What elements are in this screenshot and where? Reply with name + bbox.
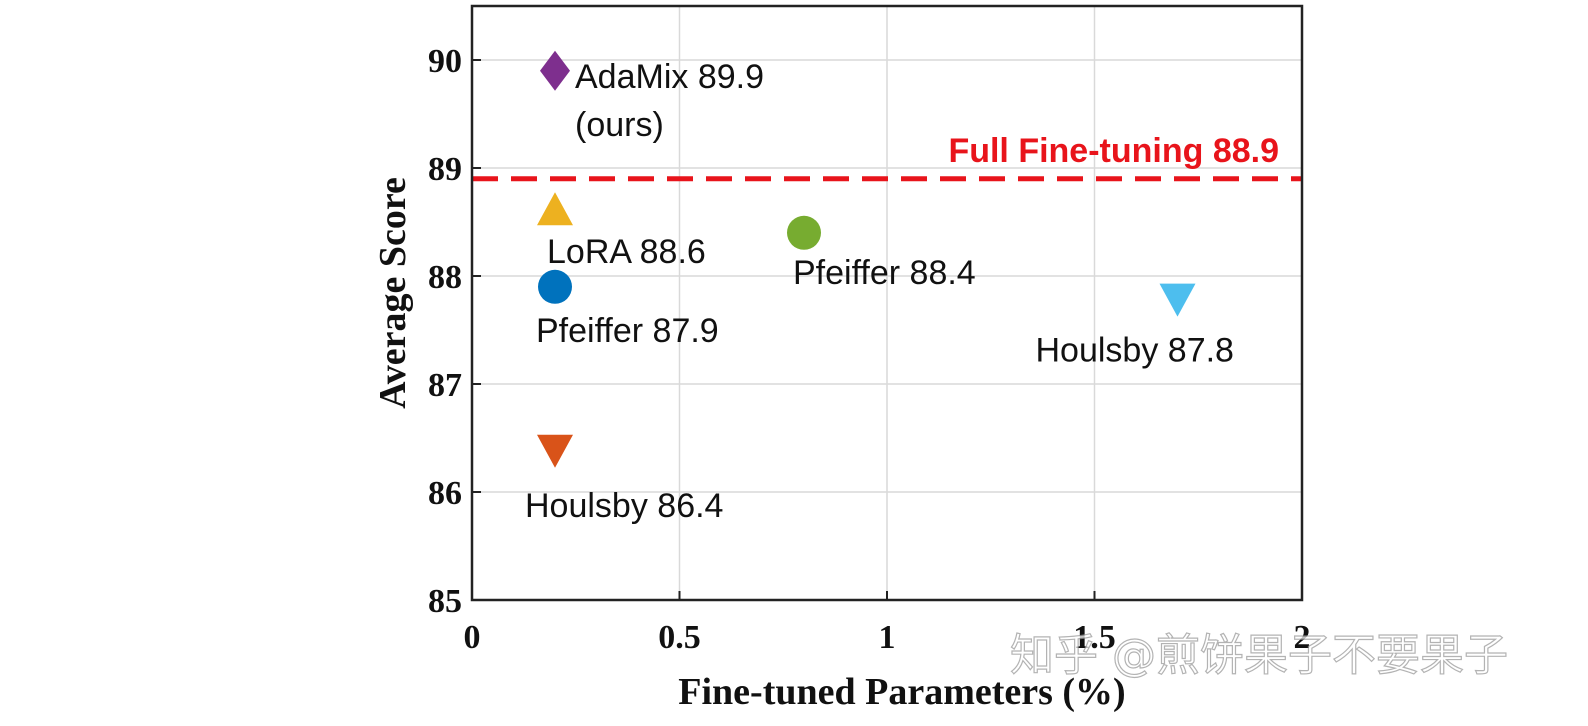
x-tick-label-0: 0 [464, 619, 481, 656]
x-tick-label-1: 0.5 [658, 619, 701, 656]
y-tick-label-1: 86 [428, 475, 462, 512]
x-tick-label-2: 1 [879, 619, 896, 656]
plot-frame [470, 4, 1304, 602]
point-1-lora-marker [537, 192, 573, 226]
x-tick-label-3: 1.5 [1073, 619, 1116, 656]
point-0-adamix-marker [540, 50, 570, 91]
full-fine-tuning-label: Full Fine-tuning 88.9 [948, 132, 1279, 170]
point-0-adamix-label: AdaMix 89.9 [575, 58, 764, 96]
point-0-adamix-sublabel: (ours) [575, 106, 664, 144]
y-axis-label: Average Score [372, 177, 414, 409]
y-tick-label-3: 88 [428, 259, 462, 296]
reference-line-group: Full Fine-tuning 88.9 [472, 132, 1302, 182]
y-tick-label-5: 90 [428, 43, 462, 80]
point-4-pfeiffer-marker [787, 215, 821, 250]
points-group: AdaMix 89.9 (ours) LoRA 88.6 Pfeiffer 87.9 H… [525, 50, 1234, 525]
ticks-group: 0 0.5 1 1.5 2 85 86 87 88 89 90 [428, 43, 1311, 656]
point-4-pfeiffer-label: Pfeiffer 88.4 [793, 254, 976, 292]
point-5-houlsby-label: Houlsby 87.8 [1036, 332, 1234, 370]
x-axis-label: Fine-tuned Parameters (%) [678, 671, 1125, 713]
y-tick-label-4: 89 [428, 151, 462, 188]
point-3-houlsby-marker [537, 434, 573, 468]
point-2-pfeiffer-label: Pfeiffer 87.9 [536, 312, 719, 350]
x-tick-label-4: 2 [1294, 619, 1311, 656]
watermark: 知乎 @煎饼果子不要果子 [1010, 630, 1508, 681]
point-1-lora-label: LoRA 88.6 [547, 233, 706, 271]
y-tick-label-0: 85 [428, 583, 462, 620]
point-3-houlsby-label: Houlsby 86.4 [525, 487, 723, 525]
point-2-pfeiffer-marker [538, 269, 572, 304]
y-tick-label-2: 87 [428, 367, 462, 404]
point-5-houlsby-marker [1159, 283, 1196, 317]
